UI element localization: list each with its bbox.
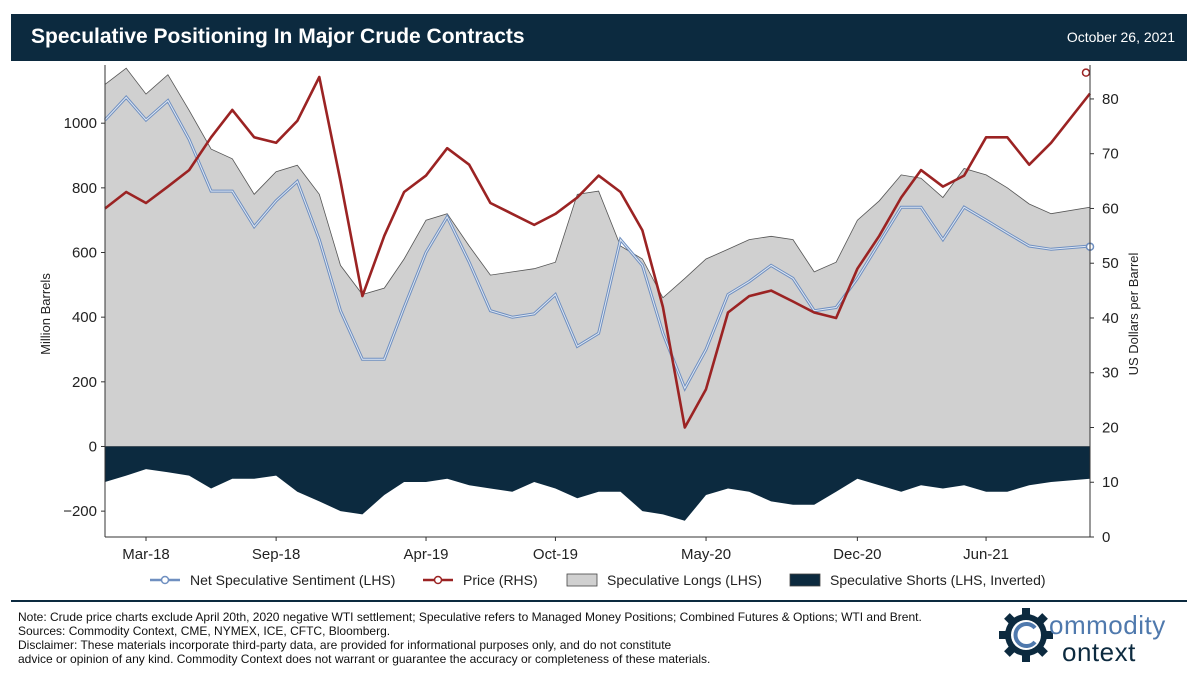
logo-word-commodity: ommodity — [1049, 610, 1166, 640]
left-tick-label: 0 — [89, 438, 97, 455]
left-tick-label: 600 — [72, 245, 97, 262]
right-tick-label: 50 — [1102, 255, 1119, 272]
right-tick-label: 70 — [1102, 146, 1119, 163]
left-tick-group: −200 0 200 400 600 800 1000 — [63, 115, 105, 520]
x-tick-label: Oct-19 — [533, 546, 578, 563]
shorts-area-layer — [105, 446, 1090, 521]
legend-label: Price (RHS) — [463, 572, 538, 588]
left-tick-label: 200 — [72, 374, 97, 391]
x-tick-label: Apr-19 — [404, 546, 449, 563]
footnotes: Note: Crude price charts exclude April 2… — [18, 610, 978, 666]
x-tick-label: Jun-21 — [963, 546, 1009, 563]
chart-title: Speculative Positioning In Major Crude C… — [31, 25, 525, 48]
right-tick-label: 80 — [1102, 91, 1119, 108]
legend-swatch-marker — [433, 575, 443, 585]
right-tick-label: 20 — [1102, 419, 1119, 436]
left-axis-label: Million Barrels — [38, 273, 53, 355]
logo-word-context: ontext — [1062, 637, 1136, 667]
right-tick-label: 10 — [1102, 474, 1119, 491]
x-tick-label: Dec-20 — [833, 546, 881, 563]
commodity-context-logo — [999, 608, 1053, 662]
sources-line: Sources: Commodity Context, CME, NYMEX, … — [18, 624, 391, 638]
legend: Net Speculative Sentiment (LHS) Price (RH… — [150, 572, 1046, 588]
right-tick-label: 60 — [1102, 200, 1119, 217]
right-tick-label: 40 — [1102, 310, 1119, 327]
shorts-area — [105, 446, 1090, 521]
disclaimer-line: Disclaimer: These materials incorporate … — [18, 638, 672, 652]
price-line — [104, 75, 1092, 429]
left-tick-label: 800 — [72, 180, 97, 197]
line-layer — [103, 68, 1095, 429]
left-tick-label: 1000 — [64, 115, 97, 132]
disclaimer-line-2: advice or opinion of any kind. Commodity… — [18, 652, 711, 666]
legend-swatch-marker — [160, 575, 170, 585]
x-tick-group: Mar-18 Sep-18 Apr-19 Oct-19 May-20 Dec-20 Jun-… — [122, 537, 1009, 563]
legend-label: Speculative Longs (LHS) — [607, 572, 762, 588]
x-tick-label: Mar-18 — [122, 546, 170, 563]
left-tick-label: 400 — [72, 309, 97, 326]
gear-c-icon — [999, 608, 1053, 662]
right-tick-label: 0 — [1102, 529, 1110, 546]
longs-area-layer — [104, 67, 1091, 447]
x-tick-label: May-20 — [681, 546, 731, 563]
x-tick-label: Sep-18 — [252, 546, 300, 563]
left-tick-label: −200 — [63, 503, 97, 520]
legend-swatch-area — [789, 573, 821, 587]
footer-divider — [11, 600, 1187, 602]
longs-area — [104, 67, 1091, 447]
header-bar: Speculative Positioning In Major Crude C… — [11, 14, 1187, 61]
legend-swatch-area — [566, 573, 598, 587]
report-date: October 26, 2021 — [1066, 29, 1175, 45]
legend-label: Speculative Shorts (LHS, Inverted) — [830, 572, 1046, 588]
legend-label: Net Speculative Sentiment (LHS) — [190, 572, 395, 588]
note-line: Note: Crude price charts exclude April 2… — [18, 610, 922, 624]
right-axis-label: US Dollars per Barrel — [1126, 252, 1141, 375]
right-tick-label: 30 — [1102, 365, 1119, 382]
right-tick-group: 0 10 20 30 40 50 60 70 80 — [1090, 91, 1119, 546]
price-end-marker — [1081, 68, 1091, 77]
net-sentiment-line-core — [104, 96, 1091, 390]
